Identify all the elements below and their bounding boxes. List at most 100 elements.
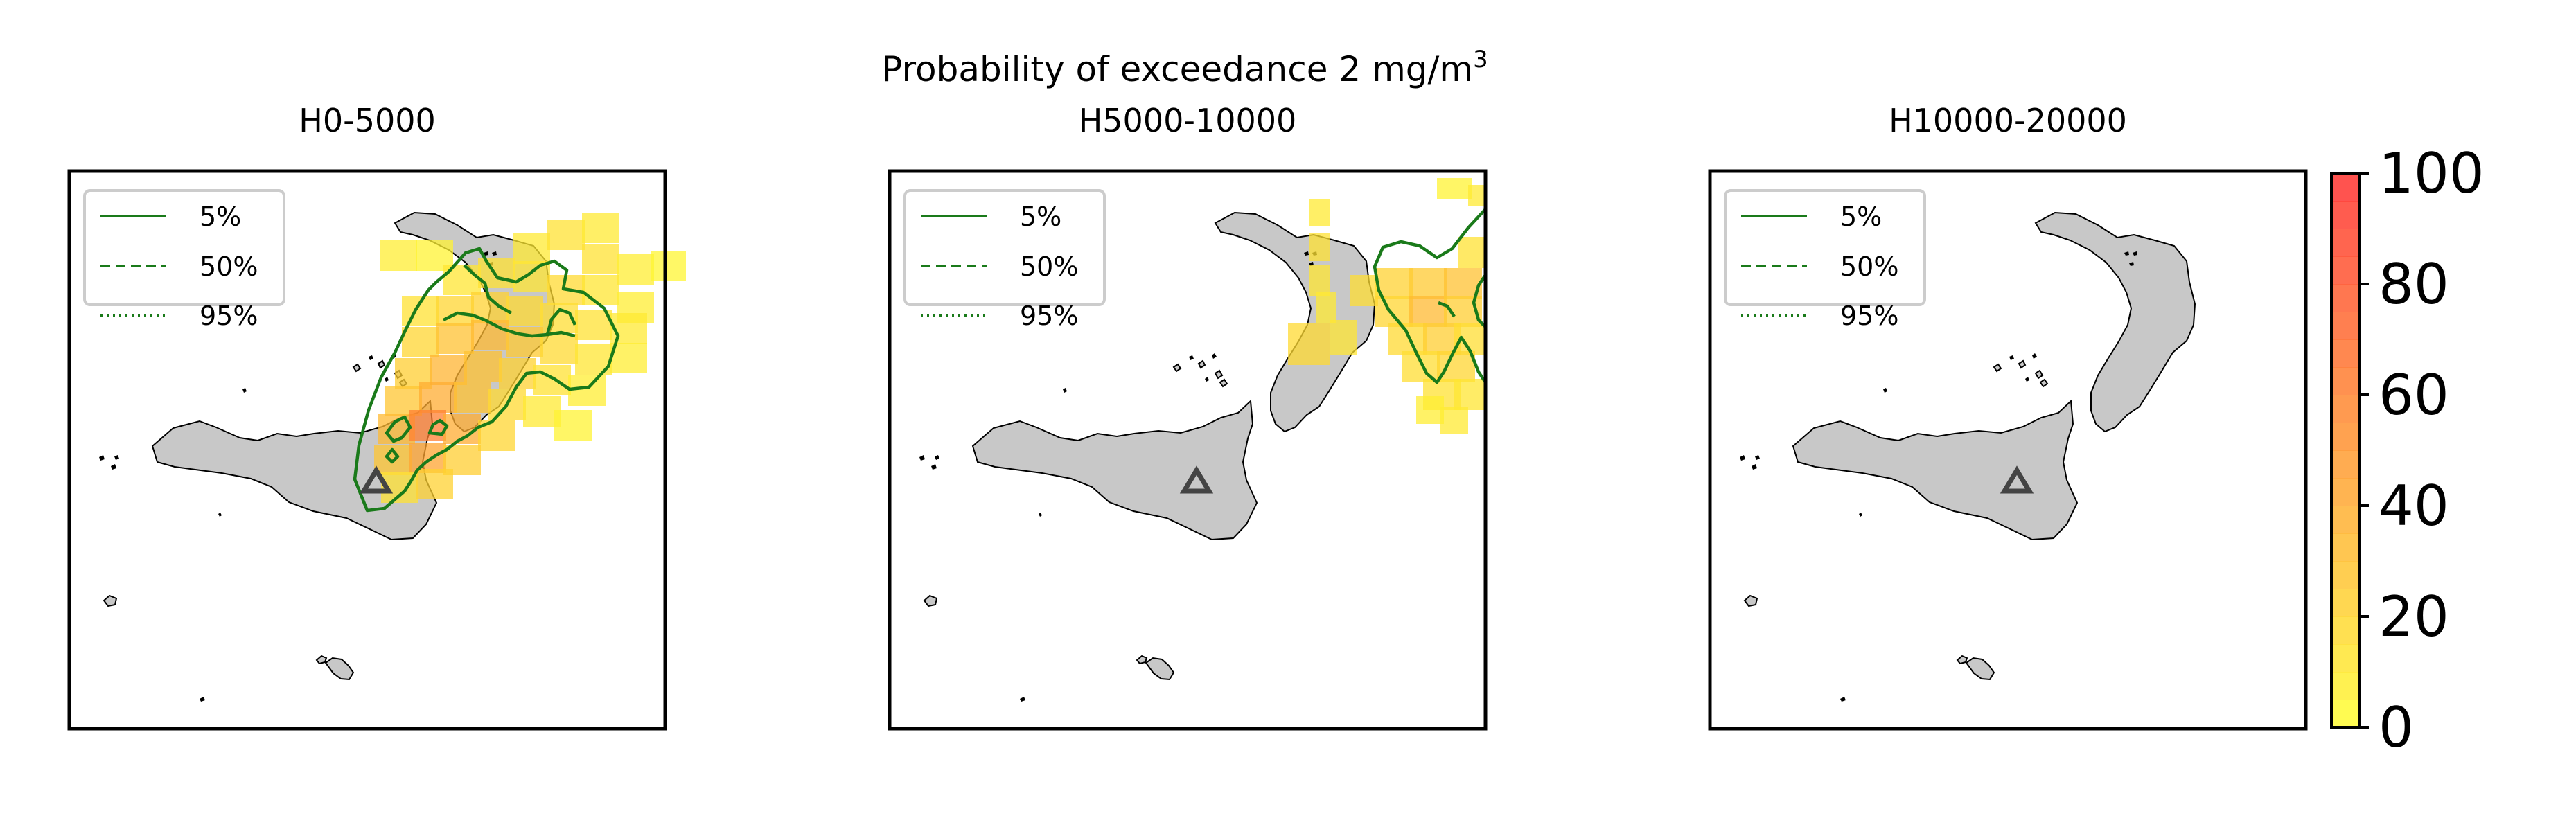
probability-cell (506, 296, 543, 326)
probability-cell (1458, 237, 1485, 268)
probability-cell (1454, 379, 1485, 410)
probability-cell (1437, 351, 1475, 382)
probability-cell (1402, 351, 1440, 382)
probability-cell (1409, 296, 1447, 327)
probability-cell (540, 334, 578, 364)
colorbar-tick-label: 80 (2379, 252, 2449, 317)
contour-5pct (1373, 208, 1487, 384)
colorbar-step (2331, 450, 2359, 479)
legend-label: 50% (1020, 251, 1078, 282)
map-panel: H5000-10000 5% 50% 95% (888, 102, 1488, 731)
panel-title: H10000-20000 (1889, 102, 2127, 139)
probability-cell (582, 244, 619, 274)
colorbar-step (2331, 423, 2359, 451)
triangle-icon (359, 465, 394, 494)
probability-cell (380, 240, 417, 271)
colorbar-step (2331, 589, 2359, 617)
probability-cell (1309, 233, 1330, 261)
probability-cell (454, 382, 491, 413)
panel-title: H0-5000 (299, 102, 436, 139)
colorbar-step (2331, 367, 2359, 395)
colorbar-step (2331, 561, 2359, 589)
colorbar-step (2331, 256, 2359, 285)
colorbar-tick-label: 0 (2379, 695, 2414, 760)
colorbar: 0 20 40 60 80 100 (2330, 141, 2485, 760)
colorbar-step (2331, 644, 2359, 673)
map-frame (1708, 169, 2308, 731)
map-frame (888, 169, 1488, 731)
probability-cell (582, 275, 619, 305)
colorbar-step (2331, 201, 2359, 229)
probability-cell (471, 320, 509, 350)
colorbar-step (2331, 173, 2359, 202)
probability-cell (513, 261, 550, 292)
probability-cell (1409, 268, 1447, 299)
legend-label: 95% (1020, 301, 1078, 331)
legend-label: 5% (1020, 202, 1061, 232)
colorbar-step (2331, 533, 2359, 562)
legend-label: 95% (200, 301, 258, 331)
probability-cell (1440, 407, 1468, 434)
legend-label: 50% (200, 251, 258, 282)
colorbar-step (2331, 229, 2359, 257)
probability-cell (1316, 292, 1336, 323)
map-panel: H0-5000 5% 50% 95% (67, 102, 686, 731)
map-panel: H10000-20000 5% 50% 95% (1708, 102, 2308, 731)
probability-cell (582, 213, 619, 243)
probability-cell (1288, 323, 1330, 365)
colorbar-tick-label: 40 (2379, 474, 2449, 538)
probability-cell (1468, 185, 1485, 206)
probability-cell (464, 351, 502, 382)
probability-cell (409, 443, 446, 473)
probability-cell (409, 410, 446, 441)
probability-cell (430, 355, 467, 385)
probability-cell (533, 365, 571, 395)
probability-cell (547, 220, 585, 250)
colorbar-step (2331, 672, 2359, 700)
probability-cell (1437, 178, 1472, 199)
probability-cell (554, 410, 592, 441)
legend-box (1724, 189, 1926, 306)
colorbar-frame (2330, 172, 2361, 729)
colorbar-tick-label: 20 (2379, 585, 2449, 649)
legend-label: 95% (1840, 301, 1898, 331)
probability-cell (1350, 275, 1378, 306)
legend-label: 5% (200, 202, 241, 232)
legend: 5% 50% 95% (903, 189, 1106, 331)
legend-label: 50% (1840, 251, 1898, 282)
probability-cell (1309, 265, 1330, 296)
probability-cell (402, 327, 439, 357)
probability-field (374, 213, 686, 503)
colorbar-step (2331, 478, 2359, 506)
probability-cell (1375, 296, 1413, 327)
colorbar-step (2331, 339, 2359, 368)
colorbar-step (2331, 312, 2359, 340)
figure-title-superscript: 3 (1473, 46, 1488, 73)
legend-label: 5% (1840, 202, 1882, 232)
legend: 5% 50% 95% (1724, 189, 1926, 331)
triangle-icon (2000, 465, 2034, 494)
probability-cell (1416, 396, 1444, 424)
colorbar-step (2331, 506, 2359, 534)
probability-cell (568, 375, 606, 406)
probability-cell (610, 343, 647, 373)
figure-title-main: Probability of exceedance 2 mg/m (881, 49, 1473, 89)
colorbar-gradient (2331, 173, 2359, 728)
probability-cell (1388, 323, 1427, 355)
legend-box (903, 189, 1106, 306)
colorbar-step (2331, 284, 2359, 312)
probability-cell (436, 323, 474, 354)
figure-title: Probability of exceedance 2 mg/m3 (881, 46, 1488, 89)
colorbar-step (2331, 616, 2359, 645)
probability-cell (651, 251, 686, 281)
colorbar-ticks: 0 20 40 60 80 100 (2359, 141, 2485, 760)
colorbar-step (2331, 395, 2359, 423)
contour-5pct (353, 247, 620, 513)
legend-box (83, 189, 285, 306)
probability-cell (1330, 320, 1357, 355)
probability-cell (513, 233, 550, 264)
triangle-icon (1179, 465, 1214, 494)
colorbar-tick-label: 100 (2379, 141, 2485, 206)
panel-title: H5000-10000 (1079, 102, 1297, 139)
